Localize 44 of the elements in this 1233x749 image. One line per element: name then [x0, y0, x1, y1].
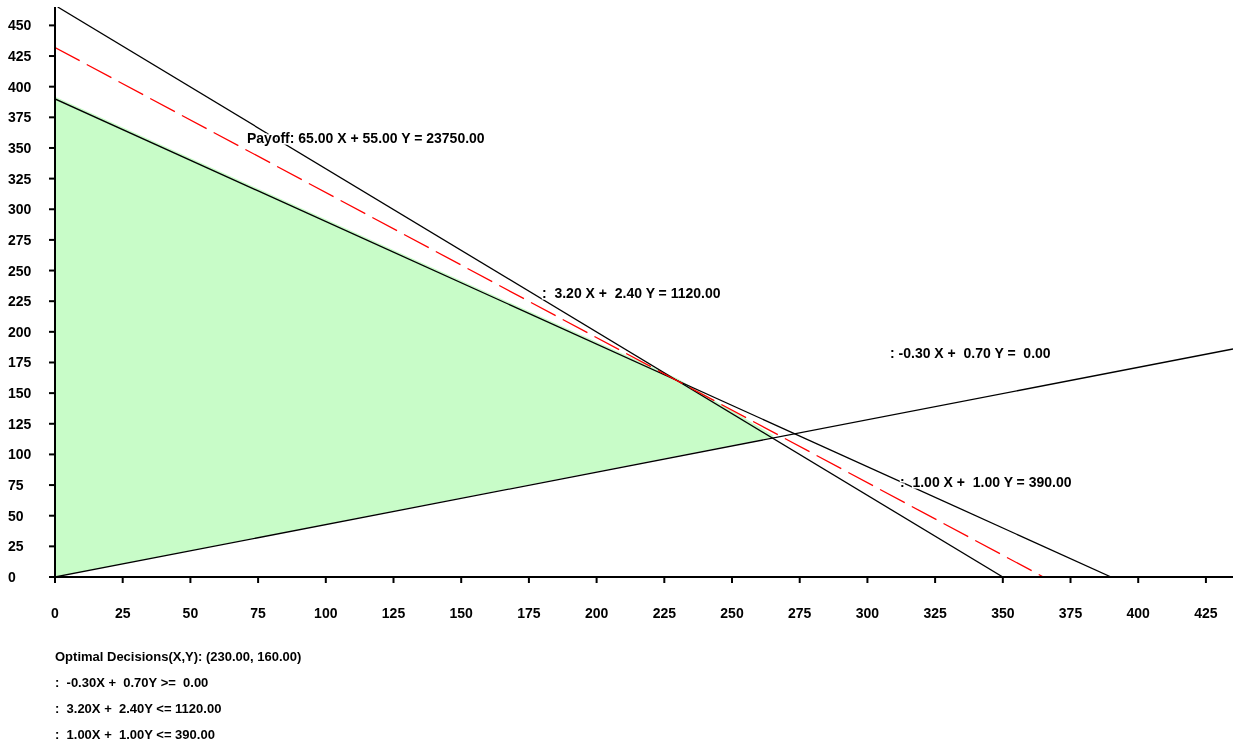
y-tick-label: 450	[8, 17, 32, 34]
x-tick-label: 325	[923, 605, 948, 621]
text: Optimal Decisions(X,Y): (230.00, 160.00)	[55, 649, 302, 664]
x-tick-label: 125	[381, 605, 406, 621]
y-tick-label: 75	[8, 477, 24, 494]
y-tick-label: 250	[8, 262, 32, 279]
y-tick-label: 50	[8, 507, 24, 524]
y-tick-label: 400	[8, 78, 32, 95]
y-tick-label: 325	[8, 170, 32, 187]
series-label: : -0.30 X + 0.70 Y = 0.00	[890, 345, 1051, 361]
x-tick-label: 50	[182, 605, 199, 621]
x-tick-label: 350	[991, 605, 1015, 621]
y-tick-label: 350	[8, 139, 32, 156]
x-tick-label: 400	[1126, 605, 1151, 621]
x-tick-label: 375	[1058, 605, 1083, 621]
series-label: : 3.20 X + 2.40 Y = 1120.00	[542, 285, 721, 301]
y-tick-label: 300	[8, 201, 32, 218]
y-tick-label: 100	[8, 446, 32, 463]
x-tick-label: 0	[51, 605, 60, 621]
x-tick-label: 150	[449, 605, 474, 621]
series-label: : 1.00 X + 1.00 Y = 390.00	[900, 474, 1072, 490]
x-tick-label: 300	[855, 605, 880, 621]
x-tick-label: 275	[788, 605, 812, 621]
x-tick-label: 100	[314, 605, 338, 621]
text: : -0.30X + 0.70Y >= 0.00	[55, 675, 209, 690]
x-tick-label: 25	[114, 605, 131, 621]
y-tick-label: 425	[8, 48, 32, 65]
x-tick-label: 200	[584, 605, 609, 621]
x-tick-label: 175	[517, 605, 541, 621]
y-tick-label: 375	[8, 109, 32, 126]
y-tick-label: 175	[8, 354, 32, 371]
text: : 1.00X + 1.00Y <= 390.00	[55, 727, 215, 742]
x-tick-label: 425	[1194, 605, 1218, 621]
y-tick-label: 150	[8, 385, 32, 402]
y-tick-label: 25	[8, 538, 24, 555]
y-tick-label: 125	[8, 415, 32, 432]
x-tick-label: 75	[250, 605, 267, 621]
text: : 3.20X + 2.40Y <= 1120.00	[55, 701, 222, 716]
y-tick-label: 0	[8, 569, 16, 585]
y-tick-label: 225	[8, 293, 32, 310]
x-tick-label: 250	[720, 605, 744, 621]
x-tick-label: 225	[652, 605, 677, 621]
y-tick-label: 275	[8, 231, 32, 248]
y-tick-label: 200	[8, 323, 32, 340]
